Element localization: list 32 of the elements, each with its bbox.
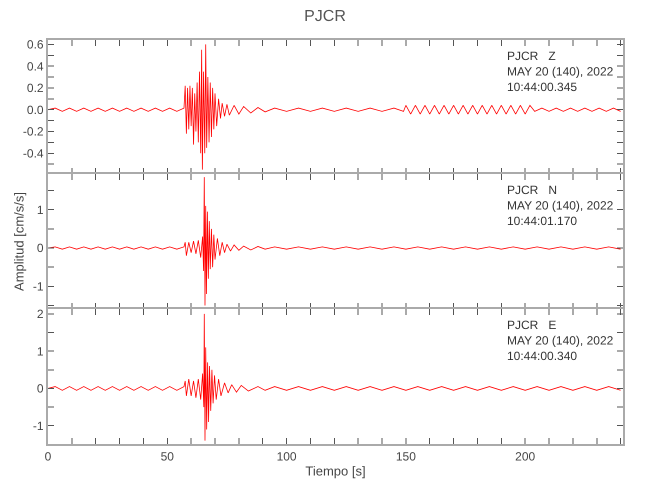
line-series [48,176,622,306]
y-tick-label: 0 [36,382,44,396]
annotation: PJCR N [507,183,558,197]
y-tick-label: 1 [36,344,44,358]
y-tick-label: 0 [36,241,44,256]
annotation: MAY 20 (140), 2022 [507,198,614,213]
x-tick-label: 200 [515,449,536,464]
annotation: PJCR Z [507,49,556,63]
y-tick-label: -1 [32,280,44,294]
annotation: MAY 20 (140), 2022 [507,334,614,348]
y-tick-label: 0.2 [26,81,44,96]
y-tick-label: 2 [36,307,44,322]
x-tick-label: 50 [160,449,174,464]
annotation: 10:44:01.170 [507,214,578,228]
x-axis-title: Tiempo [s] [305,464,366,478]
y-tick-label: 0.4 [26,59,44,74]
chart-title: PJCR [304,8,346,26]
y-tick-label: 1 [36,202,44,217]
annotation: 10:44:00.345 [507,80,578,94]
y-tick-label: 0.0 [26,102,44,117]
x-tick-label: 150 [396,449,416,464]
y-tick-label: -1 [32,418,44,433]
y-tick-label: 0.6 [26,38,44,52]
y-tick-label: -0.4 [22,146,44,160]
x-tick-label: 100 [276,449,297,464]
annotation: MAY 20 (140), 2022 [507,64,614,79]
line-series [48,44,622,170]
line-series [48,313,622,442]
annotation: PJCR E [507,318,556,332]
annotation: 10:44:00.340 [507,349,578,364]
y-tick-label: -0.2 [22,124,44,139]
y-axis-title: Amplitud [cm/s/s] [11,192,26,291]
